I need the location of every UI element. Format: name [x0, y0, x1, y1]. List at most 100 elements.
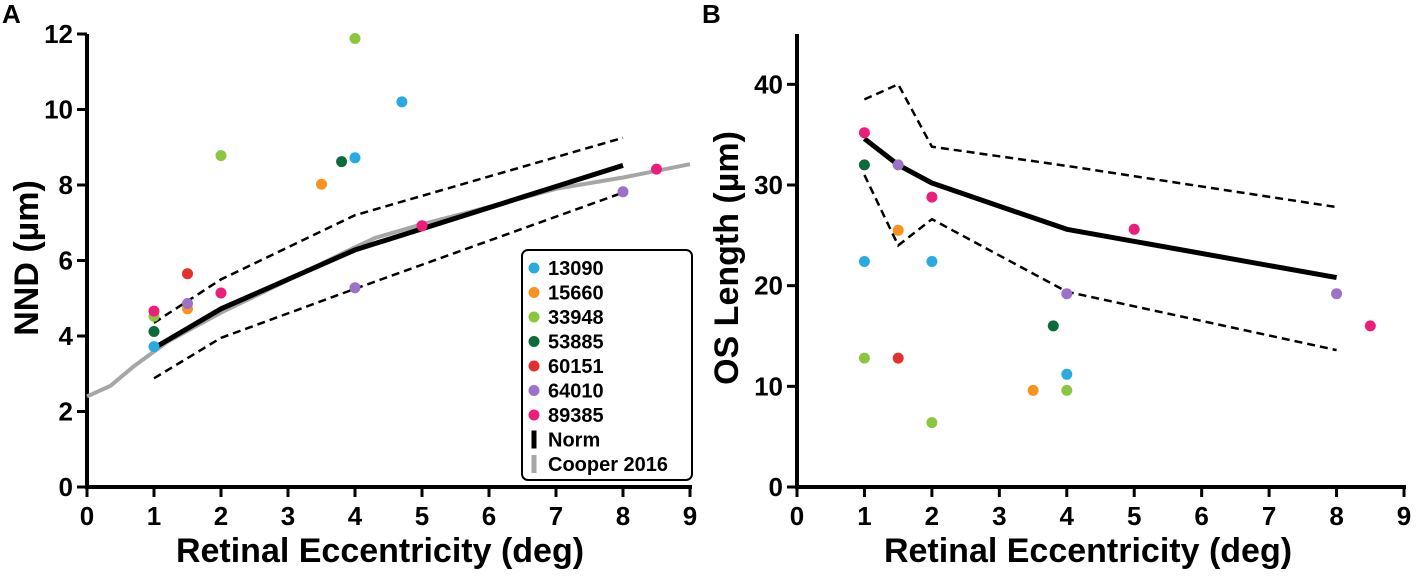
panel-a-point-53885	[148, 326, 160, 337]
panel-a-x-tick-label: 7	[549, 501, 563, 531]
panel-a-point-13090	[396, 96, 408, 108]
panel-a-point-64010	[617, 186, 629, 198]
panel-b-point-15660	[892, 224, 904, 236]
panel-a-norm-lower-bound	[153, 191, 624, 380]
panel-b-point-13090	[926, 256, 938, 267]
panel-b-x-tick-label: 2	[925, 501, 939, 531]
panel-b-point-64010	[892, 159, 904, 171]
panel-b-x-tick-label: 1	[857, 501, 871, 531]
panel-b-x-tick-label: 9	[1397, 501, 1411, 531]
legend-swatch-33948	[528, 311, 540, 323]
panel-b-plot-area: 0 1 2 3 4 5 6 7 8 9 0 10 20 30 40	[754, 34, 1411, 531]
panel-b-point-13090	[1061, 368, 1073, 380]
panel-a-x-tick-label: 8	[616, 501, 630, 531]
legend-swatch-53885	[528, 336, 540, 347]
panel-b-x-tick-label: 8	[1329, 501, 1343, 531]
panel-b-point-53885	[858, 159, 870, 171]
panel-b-x-tick-label: 0	[790, 501, 804, 531]
panel-a-point-89385	[416, 220, 428, 232]
panel-a-x-tick-label: 3	[281, 501, 295, 531]
panel-a-y-tick-label: 2	[59, 397, 73, 427]
panel-b-point-89385	[1364, 320, 1376, 332]
panel-b-point-89385	[926, 191, 938, 203]
panel-a-x-tick-label: 2	[214, 501, 228, 531]
panel-b-point-33948	[858, 352, 870, 364]
panel-b-x-tick-label: 6	[1194, 501, 1208, 531]
panel-b-label: B	[702, 0, 721, 29]
legend-swatch-60151	[528, 360, 540, 372]
panel-a-y-axis-title: NND (µm)	[8, 180, 46, 336]
panel-b-x-tick-label: 7	[1262, 501, 1276, 531]
panel-b-point-64010	[1061, 288, 1073, 300]
panel-a-label: A	[2, 0, 21, 29]
panel-b-y-axis-title: OS Length (µm)	[708, 131, 746, 385]
panel-a-point-15660	[316, 178, 327, 190]
panel-a-x-tick-label: 1	[147, 501, 161, 531]
panel-a-x-tick-label: 5	[415, 501, 429, 531]
panel-b-point-33948	[926, 417, 938, 429]
legend-label: 89385	[548, 405, 604, 427]
panel-a-x-tick-label: 4	[348, 501, 363, 531]
panel-b-x-tick-label: 4	[1060, 501, 1075, 531]
panel-b-chart: B 0 1 2 3 4 5 6 7 8 9 0 10 20 30 40 Retinal Eccentrici…	[702, 0, 1411, 570]
panel-a-point-89385	[215, 287, 227, 299]
legend-swatch-13090	[528, 262, 540, 274]
panel-a-norm-line	[152, 163, 624, 351]
panel-a-point-33948	[349, 33, 361, 44]
panel-a-x-tick-label: 6	[482, 501, 496, 531]
panel-a-y-tick-label: 10	[44, 95, 73, 125]
panel-a-point-89385	[651, 163, 662, 175]
panel-b-point-53885	[1047, 320, 1059, 332]
panel-a-y-tick-label: 6	[59, 246, 73, 276]
panel-b-y-tick-label: 20	[754, 271, 783, 301]
panel-b-point-89385	[1128, 223, 1140, 235]
panel-b-point-13090	[858, 256, 870, 267]
panel-b-x-tick-label: 3	[992, 501, 1006, 531]
panel-b-x-axis-title: Retinal Eccentricity (deg)	[884, 532, 1292, 570]
legend-swatch-89385	[528, 409, 540, 421]
panel-a-point-13090	[349, 152, 361, 164]
panel-a-y-tick-label: 12	[44, 19, 73, 49]
legend-box	[521, 249, 693, 481]
panel-a-point-33948	[215, 150, 227, 162]
legend-label: 33948	[548, 307, 604, 329]
legend-label: Cooper 2016	[548, 454, 668, 476]
legend-label: Norm	[548, 430, 600, 452]
panel-b-norm-lower-bound	[863, 174, 1337, 352]
panel-a-point-53885	[336, 156, 348, 168]
panel-a-point-64010	[182, 298, 193, 309]
legend-swatch-15660	[528, 287, 540, 298]
panel-b-y-tick-label: 40	[754, 69, 783, 99]
legend-label: 15660	[548, 283, 604, 305]
panel-b-x-tick-label: 5	[1127, 501, 1141, 531]
panel-b-y-tick-label: 10	[754, 371, 783, 401]
legend-label: 60151	[548, 356, 604, 378]
panel-a-point-13090	[148, 341, 160, 353]
panel-a-x-tick-label: 9	[683, 501, 697, 531]
legend-swatch-64010	[528, 385, 540, 396]
panel-a-y-tick-label: 8	[59, 170, 73, 200]
panel-a-point-89385	[148, 305, 160, 317]
legend-label: 53885	[548, 332, 604, 354]
panel-b-point-33948	[1061, 384, 1073, 396]
panel-a-point-60151	[182, 268, 193, 280]
panel-b-y-tick-label: 30	[754, 170, 783, 200]
panel-b-point-64010	[1331, 288, 1343, 300]
legend-label: 13090	[548, 258, 604, 280]
legend-swatch-cooper-2016	[531, 455, 537, 473]
panel-a-y-tick-label: 0	[59, 472, 73, 502]
panel-b-norm-line	[862, 136, 1338, 281]
panel-b-norm-upper-bound	[863, 82, 1337, 209]
legend-swatch-norm	[531, 430, 537, 449]
panel-b-point-60151	[892, 352, 904, 364]
panel-a-x-axis-title: Retinal Eccentricity (deg)	[176, 532, 584, 570]
panel-a-x-tick-label: 0	[80, 501, 94, 531]
panel-b-point-15660	[1027, 384, 1039, 396]
panel-b-y-tick-label: 0	[769, 472, 783, 502]
panel-a-y-tick-label: 4	[59, 321, 74, 351]
panel-a-point-64010	[349, 282, 361, 294]
